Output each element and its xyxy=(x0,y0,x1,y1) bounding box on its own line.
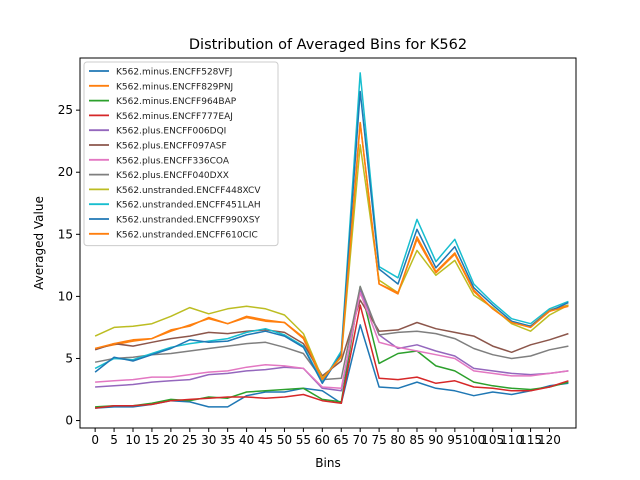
y-tick-label: 15 xyxy=(58,227,73,241)
x-tick-label: 0 xyxy=(91,433,99,447)
legend-entry: K562.unstranded.ENCFF448XCV xyxy=(116,186,261,196)
x-axis: 0 5 10 15 20 25 30 35 40 45 50 55 60 65 70 75 80 85 90 95 10… xyxy=(91,428,561,447)
chart-title: Distribution of Averaged Bins for K562 xyxy=(189,37,467,53)
legend-entry: K562.plus.ENCFF040DXX xyxy=(116,171,229,181)
legend-entry: K562.unstranded.ENCFF610CIC xyxy=(116,230,258,240)
x-tick-label: 65 xyxy=(334,433,349,447)
series-layer xyxy=(94,72,569,409)
legend-entry: K562.plus.ENCFF097ASF xyxy=(116,142,227,152)
x-tick-label: 100 xyxy=(462,433,485,447)
series-line xyxy=(94,285,569,381)
y-tick-label: 25 xyxy=(58,103,73,117)
x-axis-label: Bins xyxy=(315,456,340,470)
x-tick-label: 105 xyxy=(481,433,504,447)
legend-entry: K562.plus.ENCFF336COA xyxy=(116,156,230,166)
legend-box xyxy=(83,61,279,247)
x-tick-label: 55 xyxy=(296,433,311,447)
x-tick-label: 110 xyxy=(500,433,523,447)
x-tick-label: 5 xyxy=(110,433,118,447)
x-tick-label: 120 xyxy=(538,433,561,447)
x-tick-label: 30 xyxy=(201,433,216,447)
x-tick-label: 95 xyxy=(447,433,462,447)
y-axis-label: Averaged Value xyxy=(32,196,46,290)
x-tick-label: 40 xyxy=(239,433,254,447)
y-tick-label: 0 xyxy=(65,414,73,428)
series-line xyxy=(95,285,569,408)
x-tick-label: 115 xyxy=(519,433,542,447)
x-tick-label: 60 xyxy=(315,433,330,447)
x-tick-label: 70 xyxy=(353,433,368,447)
y-axis: 0 5 10 15 20 25 xyxy=(58,103,80,428)
x-tick-label: 75 xyxy=(371,433,386,447)
x-tick-label: 90 xyxy=(428,433,443,447)
legend-entry: K562.unstranded.ENCFF451LAH xyxy=(116,201,261,211)
x-tick-label: 35 xyxy=(220,433,235,447)
y-tick-label: 5 xyxy=(65,351,73,365)
legend-entry: K562.plus.ENCFF006DQI xyxy=(116,127,226,137)
x-tick-label: 85 xyxy=(409,433,424,447)
series-line xyxy=(95,289,569,392)
plot-area-frame xyxy=(79,57,577,429)
legend-entry: K562.minus.ENCFF964BAP xyxy=(116,97,237,107)
x-tick-label: 25 xyxy=(182,433,197,447)
legend-entry: K562.minus.ENCFF829PNJ xyxy=(116,82,233,92)
legend-entry: K562.minus.ENCFF528VFJ xyxy=(116,68,232,78)
x-tick-label: 50 xyxy=(277,433,292,447)
series-line xyxy=(95,304,569,409)
legend-entry: K562.unstranded.ENCFF990XSY xyxy=(116,216,260,226)
legend-entry: K562.minus.ENCFF777EAJ xyxy=(116,112,233,122)
x-tick-label: 15 xyxy=(144,433,159,447)
series-line xyxy=(94,121,569,381)
y-tick-label: 10 xyxy=(58,289,73,303)
series-line xyxy=(95,291,569,390)
x-tick-label: 45 xyxy=(258,433,273,447)
x-tick-label: 80 xyxy=(390,433,405,447)
x-tick-label: 20 xyxy=(163,433,178,447)
y-tick-label: 20 xyxy=(58,165,73,179)
legend: K562.minus.ENCFF528VFJ K562.minus.ENCFF82… xyxy=(83,61,279,247)
x-tick-label: 10 xyxy=(125,433,140,447)
